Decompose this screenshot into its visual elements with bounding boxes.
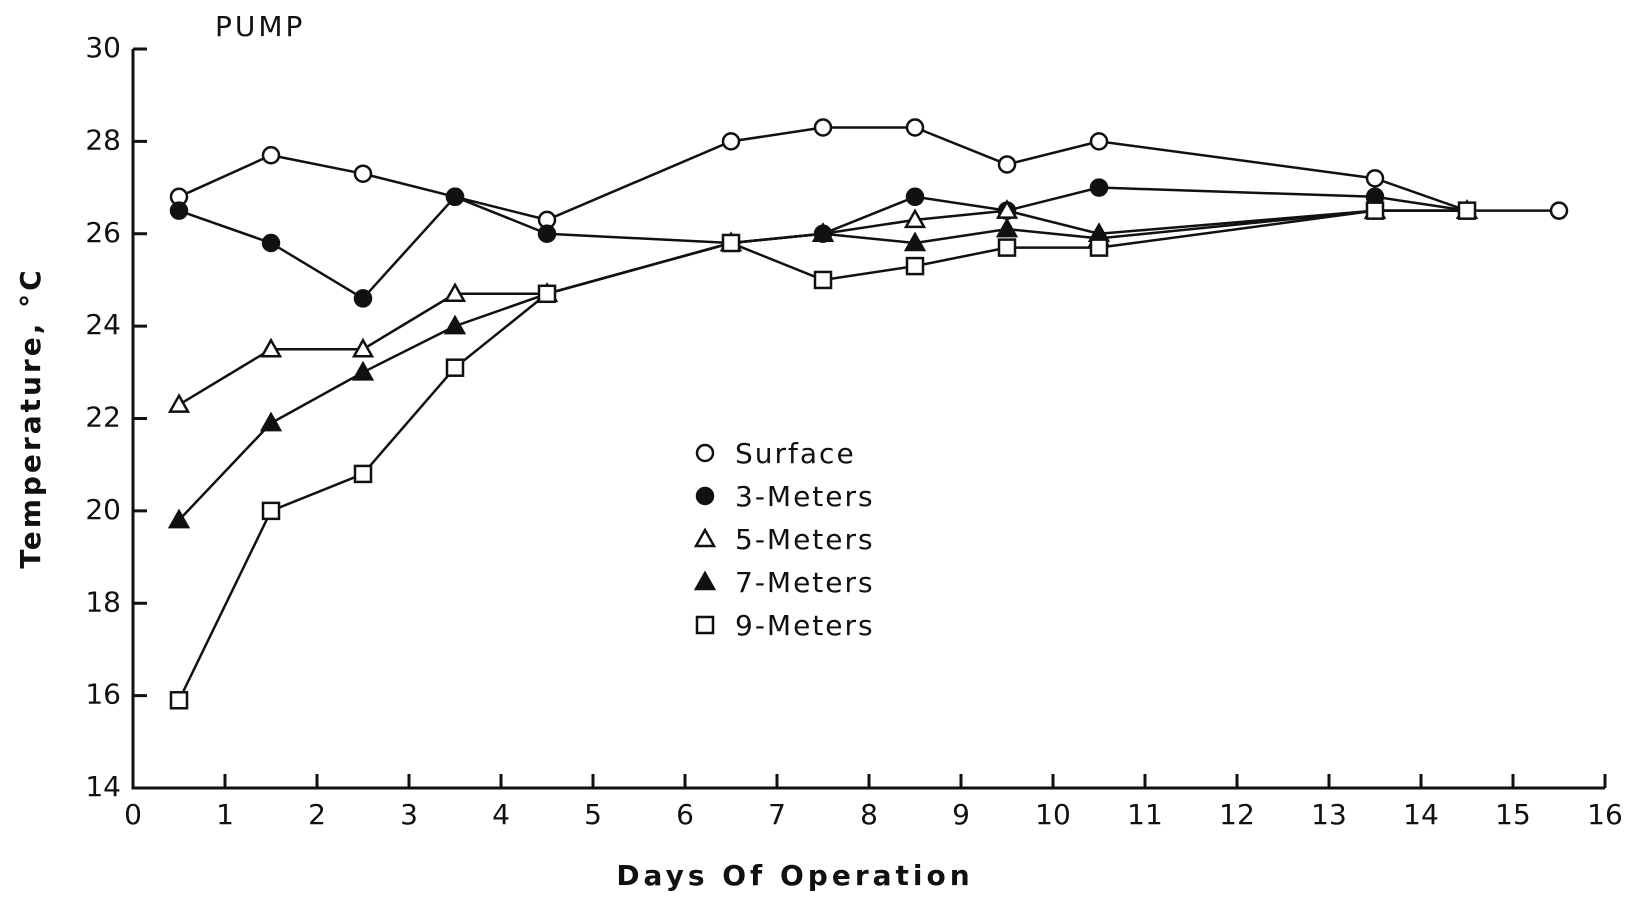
- y-tick-label: 26: [85, 216, 121, 249]
- y-tick-label: 30: [85, 31, 121, 64]
- x-tick-label: 15: [1495, 798, 1531, 831]
- legend-label: 5-Meters: [735, 523, 875, 556]
- marker: [169, 201, 189, 220]
- x-tick-label: 3: [400, 798, 418, 831]
- legend-marker: [695, 615, 715, 635]
- marker: [537, 284, 557, 304]
- x-tick-label: 14: [1403, 798, 1439, 831]
- marker: [905, 118, 925, 137]
- x-tick-label: 2: [308, 798, 326, 831]
- marker: [351, 337, 375, 358]
- marker: [351, 360, 375, 381]
- marker: [169, 690, 189, 710]
- marker: [1089, 178, 1109, 197]
- marker: [167, 508, 191, 529]
- y-tick-label: 16: [85, 678, 121, 711]
- legend-label: Surface: [735, 437, 856, 470]
- marker: [1549, 201, 1569, 220]
- marker: [259, 337, 283, 358]
- legend-label: 3-Meters: [735, 480, 875, 513]
- marker: [1089, 238, 1109, 257]
- x-tick-label: 1: [216, 798, 234, 831]
- marker: [353, 464, 373, 484]
- chart-title: PUMP: [215, 10, 305, 43]
- x-tick-label: 12: [1219, 798, 1255, 831]
- marker: [353, 289, 373, 308]
- marker: [259, 411, 283, 432]
- series-line: [178, 126, 1559, 222]
- y-tick-label: 18: [85, 585, 121, 618]
- y-tick-label: 28: [85, 123, 121, 156]
- series-line: [178, 209, 1467, 521]
- marker: [995, 217, 1019, 238]
- axes: [131, 49, 1605, 790]
- legend-marker: [695, 486, 715, 506]
- marker: [445, 358, 465, 377]
- marker: [997, 238, 1017, 257]
- marker: [537, 224, 557, 243]
- x-tick-label: 0: [124, 798, 142, 831]
- y-tick-label: 14: [85, 770, 121, 803]
- marker: [167, 393, 191, 413]
- x-tick-label: 4: [492, 798, 510, 831]
- y-tick-label: 22: [85, 401, 121, 434]
- legend-label: 7-Meters: [735, 566, 875, 599]
- marker: [1457, 201, 1477, 220]
- marker: [1089, 132, 1109, 151]
- series-line: [177, 209, 1467, 701]
- x-tick-label: 5: [584, 798, 602, 831]
- marker: [1365, 169, 1385, 188]
- legend-marker: [695, 443, 715, 463]
- legend-label: 9-Meters: [735, 609, 875, 642]
- legend-marker: [693, 527, 717, 548]
- marker: [905, 256, 925, 276]
- marker: [813, 118, 833, 137]
- marker: [721, 233, 741, 253]
- y-axis-label: Temperature, °C: [14, 267, 47, 568]
- marker: [443, 314, 467, 335]
- y-tick-label: 24: [85, 308, 121, 341]
- marker: [261, 233, 281, 253]
- x-tick-label: 8: [860, 798, 878, 831]
- marker: [905, 187, 925, 207]
- x-tick-label: 13: [1311, 798, 1347, 831]
- marker: [721, 132, 741, 151]
- x-tick-label: 16: [1587, 798, 1623, 831]
- marker: [811, 222, 835, 242]
- marker: [1365, 201, 1385, 220]
- marker: [903, 208, 927, 229]
- legend-marker: [693, 570, 717, 591]
- x-tick-label: 6: [676, 798, 694, 831]
- y-tick-label: 20: [85, 493, 121, 526]
- x-tick-label: 10: [1035, 798, 1071, 831]
- marker: [445, 187, 465, 207]
- x-tick-label: 9: [952, 798, 970, 831]
- marker: [261, 145, 281, 165]
- marker: [813, 270, 833, 290]
- marker: [443, 282, 467, 303]
- x-axis-label: Days Of Operation: [616, 859, 973, 892]
- x-tick-label: 7: [768, 798, 786, 831]
- marker: [903, 231, 927, 252]
- marker: [997, 155, 1017, 174]
- x-tick-label: 11: [1127, 798, 1163, 831]
- marker: [353, 164, 373, 183]
- marker: [261, 501, 281, 521]
